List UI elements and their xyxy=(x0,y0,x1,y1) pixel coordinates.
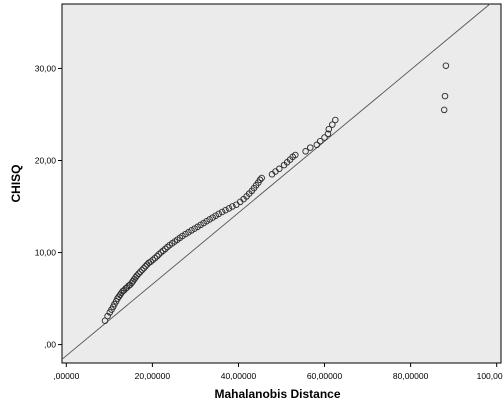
data-point xyxy=(307,144,314,151)
x-tick-label: 80,00000 xyxy=(393,371,429,381)
data-point xyxy=(162,245,169,253)
data-point xyxy=(215,210,222,218)
data-point xyxy=(151,254,159,262)
data-point xyxy=(302,148,309,155)
y-axis-label: CHISQ xyxy=(9,164,23,202)
data-point xyxy=(316,137,324,145)
data-point xyxy=(324,130,332,138)
y-tick-label: 20,00 xyxy=(35,155,57,165)
data-point xyxy=(256,176,264,184)
data-point xyxy=(440,106,448,114)
data-point xyxy=(137,268,144,276)
data-point xyxy=(258,174,265,182)
y-tick-label: ,00 xyxy=(44,340,56,350)
x-tick-label: 60,00000 xyxy=(307,371,343,381)
data-point xyxy=(442,62,450,69)
x-tick-label: 100,00000 xyxy=(477,371,503,381)
x-axis: ,00000 20,00000 40,00000 60,00000 80,00000 10… xyxy=(53,363,503,381)
data-point xyxy=(149,256,157,264)
points-group xyxy=(101,62,450,324)
data-point xyxy=(329,121,336,128)
data-point xyxy=(147,258,154,265)
data-point xyxy=(104,312,111,320)
data-point xyxy=(135,270,142,277)
data-point xyxy=(188,227,195,234)
x-axis-label: Mahalanobis Distance xyxy=(214,387,340,401)
y-axis: ,00 10,00 20,00 30,00 xyxy=(35,63,62,350)
data-point xyxy=(133,272,141,279)
data-point xyxy=(218,208,226,216)
x-tick-label: 20,00000 xyxy=(135,371,171,381)
data-point xyxy=(441,92,449,100)
data-point xyxy=(157,249,165,256)
data-point xyxy=(229,203,236,210)
x-tick-label: ,00000 xyxy=(53,371,79,381)
data-point xyxy=(225,205,233,212)
data-point xyxy=(159,247,167,254)
reference-line xyxy=(61,3,491,360)
y-tick-label: 30,00 xyxy=(35,63,57,73)
data-point xyxy=(276,165,283,173)
y-tick-label: 10,00 xyxy=(35,248,57,258)
data-point xyxy=(321,134,328,141)
data-point xyxy=(292,151,299,159)
data-point xyxy=(222,206,229,214)
data-point xyxy=(155,251,163,258)
data-point xyxy=(164,243,171,251)
plot-area xyxy=(61,3,502,364)
data-point xyxy=(332,116,339,124)
data-point xyxy=(138,266,146,274)
x-tick-label: 40,00000 xyxy=(221,371,257,381)
data-point xyxy=(142,263,149,270)
data-point xyxy=(325,125,333,133)
data-point xyxy=(140,264,148,272)
data-point xyxy=(153,252,161,260)
data-point xyxy=(313,141,321,149)
